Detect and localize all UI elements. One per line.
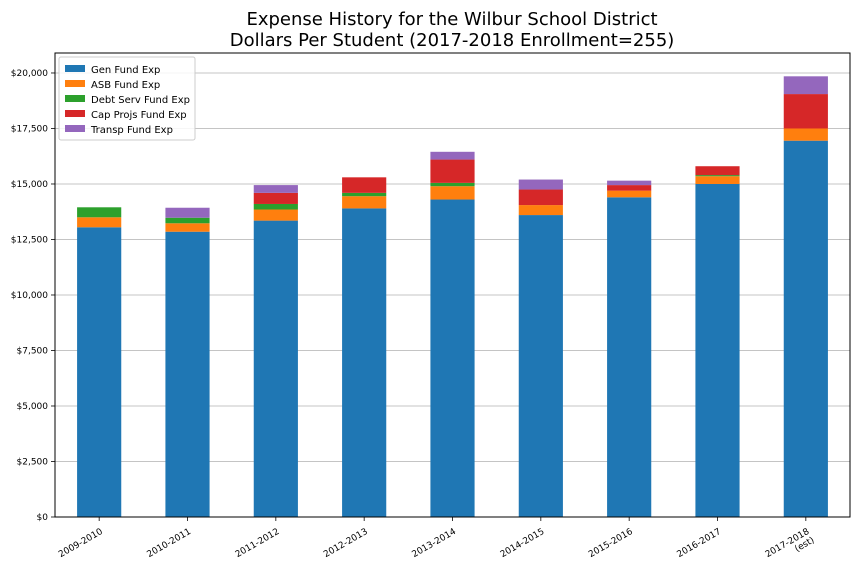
bar-segment bbox=[77, 217, 122, 228]
bar-segment bbox=[430, 186, 475, 200]
bar-segment bbox=[77, 227, 122, 517]
x-tick-label-line: 2010-2011 bbox=[146, 527, 193, 560]
legend-swatch bbox=[65, 80, 85, 87]
x-tick-label: 2017-2018(est) bbox=[764, 527, 817, 569]
bar-segment bbox=[342, 192, 387, 197]
legend: Gen Fund Exp ASB Fund Exp Debt Serv Fund E… bbox=[58, 56, 196, 141]
legend-swatch bbox=[65, 95, 85, 102]
y-tick-label: $10,000 bbox=[11, 291, 48, 301]
bar-segment bbox=[518, 189, 563, 206]
x-tick-label: 2015-2016 bbox=[587, 527, 635, 560]
chart-title: Expense History for the Wilbur School Di… bbox=[246, 9, 657, 30]
x-tick-label-line: 2013-2014 bbox=[411, 527, 459, 560]
bar-segment bbox=[430, 182, 475, 187]
bar-segment bbox=[518, 215, 563, 517]
bars bbox=[77, 76, 828, 518]
legend-label: Debt Serv Fund Exp bbox=[91, 95, 190, 106]
bar-segment bbox=[607, 180, 652, 186]
bar-segment bbox=[518, 205, 563, 216]
bar-segment bbox=[253, 209, 298, 221]
bar-segment bbox=[430, 199, 475, 518]
legend-label: Gen Fund Exp bbox=[91, 65, 160, 76]
legend-label: ASB Fund Exp bbox=[91, 80, 160, 91]
x-tick-label-line: 2009-2010 bbox=[57, 527, 105, 560]
bar-segment bbox=[165, 207, 210, 218]
bar-segment bbox=[430, 159, 475, 183]
x-tick-label: 2010-2011 bbox=[146, 527, 193, 560]
x-tick-label-line: 2011-2012 bbox=[234, 527, 281, 560]
plot-frame bbox=[54, 52, 851, 518]
legend-box bbox=[58, 56, 196, 141]
x-axis-ticks: 2009-2010 2010-2011 2011-2012 2012-2013 2013… bbox=[57, 517, 817, 569]
x-tick-label-line: 2016-2017 bbox=[676, 527, 723, 560]
x-tick-label: 2014-2015 bbox=[499, 527, 546, 560]
legend-swatch bbox=[65, 110, 85, 117]
legend-label: Transp Fund Exp bbox=[90, 125, 173, 136]
bar-segment bbox=[342, 208, 387, 518]
bar-segment bbox=[695, 183, 740, 517]
bar-segment bbox=[518, 179, 563, 190]
x-tick-label: 2011-2012 bbox=[234, 527, 281, 560]
legend-swatch bbox=[65, 65, 85, 72]
y-tick-label: $2,500 bbox=[17, 457, 49, 467]
bar-segment bbox=[342, 177, 387, 193]
x-tick-label: 2016-2017 bbox=[676, 527, 723, 560]
x-tick-label: 2013-2014 bbox=[411, 527, 459, 560]
y-tick-label: $12,500 bbox=[11, 235, 48, 245]
bar-segment bbox=[783, 140, 828, 517]
bar-segment bbox=[253, 203, 298, 210]
y-tick-label: $5,000 bbox=[17, 402, 49, 412]
bar-segment bbox=[253, 185, 298, 193]
bar-segment bbox=[695, 166, 740, 176]
bar-segment bbox=[695, 175, 740, 177]
x-tick-label: 2012-2013 bbox=[322, 527, 369, 560]
bar-segment bbox=[783, 94, 828, 129]
bar-segment bbox=[695, 176, 740, 184]
x-tick-label-line: 2015-2016 bbox=[587, 527, 635, 560]
bar-segment bbox=[165, 217, 210, 224]
y-tick-label: $7,500 bbox=[17, 346, 49, 356]
y-tick-label: $0 bbox=[37, 513, 49, 523]
bar-segment bbox=[607, 185, 652, 191]
y-tick-label: $20,000 bbox=[11, 69, 48, 79]
chart-subtitle: Dollars Per Student (2017-2018 Enrollmen… bbox=[230, 30, 675, 51]
legend-swatch bbox=[65, 125, 85, 132]
x-tick-label-line: 2012-2013 bbox=[322, 527, 369, 560]
x-tick-label-line: 2014-2015 bbox=[499, 527, 546, 560]
legend-label: Cap Projs Fund Exp bbox=[91, 110, 187, 121]
bar-segment bbox=[253, 220, 298, 517]
x-tick-label: 2009-2010 bbox=[57, 527, 105, 560]
bar-segment bbox=[342, 196, 387, 209]
bar-segment bbox=[607, 197, 652, 517]
bar-segment bbox=[165, 223, 210, 232]
bar-segment bbox=[77, 207, 122, 218]
y-axis-ticks: $0 $2,500 $5,000 $7,500 $10,000 $12,500 $15,00… bbox=[11, 69, 55, 523]
y-tick-label: $17,500 bbox=[11, 124, 48, 134]
bar-segment bbox=[783, 128, 828, 141]
bar-segment bbox=[430, 151, 475, 160]
bar-segment bbox=[253, 192, 298, 204]
bar-segment bbox=[165, 231, 210, 517]
bar-segment bbox=[607, 190, 652, 198]
y-tick-label: $15,000 bbox=[11, 180, 48, 190]
bar-segment bbox=[783, 76, 828, 95]
